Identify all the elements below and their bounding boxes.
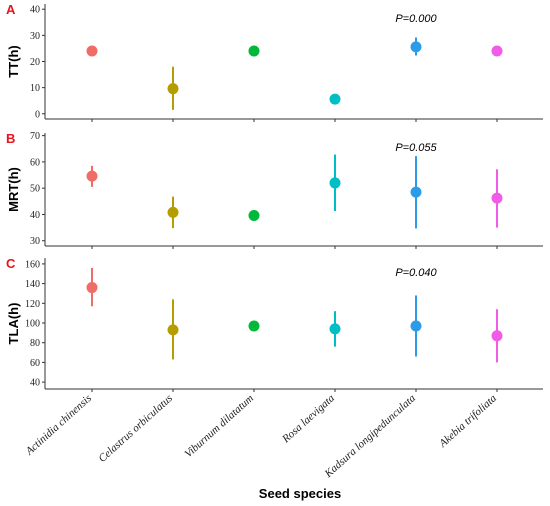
data-point <box>86 45 98 57</box>
y-tick-label: 70 <box>30 131 40 142</box>
data-point <box>329 93 341 105</box>
p-value-label: P=0.000 <box>395 13 437 25</box>
x-axis-title: Seed species <box>259 486 341 501</box>
panels-group: 0 10 20 30 40 A TT(h) P=0.000 30 40 50 60 70 B MRT(h) P… <box>6 2 543 392</box>
y-tick-label: 30 <box>30 31 40 42</box>
data-point <box>410 320 422 332</box>
data-point <box>410 41 422 53</box>
y-tick-label: 30 <box>30 236 40 247</box>
data-point <box>248 45 260 57</box>
category-label: Akebia trifoliata <box>436 392 499 450</box>
panel-letter: B <box>6 131 15 146</box>
category-label: Actinidia chinensis <box>23 392 94 458</box>
panel-c: 40 60 80 100 120 140 160 C TLA(h) P=0.040 <box>6 256 543 392</box>
data-point <box>167 206 179 218</box>
category-label: Kadsura longipedunculata <box>322 392 419 481</box>
data-point <box>248 320 260 332</box>
y-tick-label: 20 <box>30 57 40 68</box>
y-tick-label: 10 <box>30 83 40 94</box>
y-tick-label: 60 <box>30 157 40 168</box>
category-label: Celastrus orbiculatus <box>96 392 175 465</box>
category-label: Rosa laevigata <box>279 392 337 446</box>
p-value-label: P=0.040 <box>395 267 437 279</box>
data-point <box>248 210 260 222</box>
data-point <box>329 177 341 189</box>
y-tick-label: 40 <box>30 378 40 389</box>
panel-letter: C <box>6 256 16 271</box>
panel-b: 30 40 50 60 70 B MRT(h) P=0.055 <box>6 131 543 249</box>
y-tick-label: 160 <box>25 259 40 270</box>
y-tick-label: 120 <box>25 299 40 310</box>
data-point <box>86 170 98 182</box>
data-point <box>329 323 341 335</box>
data-point <box>491 192 503 204</box>
data-point <box>491 45 503 57</box>
category-label: Viburnum dilatatum <box>182 392 256 460</box>
data-point <box>167 324 179 336</box>
data-point <box>410 186 422 198</box>
y-axis-title: TT(h) <box>6 45 21 77</box>
y-tick-label: 60 <box>30 358 40 369</box>
panel-a: 0 10 20 30 40 A TT(h) P=0.000 <box>6 2 543 122</box>
data-point <box>86 282 98 294</box>
y-tick-label: 100 <box>25 319 40 330</box>
data-point <box>167 83 179 95</box>
y-tick-label: 50 <box>30 184 40 195</box>
y-tick-label: 80 <box>30 338 40 349</box>
y-axis-title: MRT(h) <box>6 167 21 212</box>
y-tick-label: 40 <box>30 5 40 16</box>
p-value-label: P=0.055 <box>395 142 437 154</box>
data-point <box>491 330 503 342</box>
y-tick-label: 140 <box>25 279 40 290</box>
y-tick-label: 40 <box>30 210 40 221</box>
y-axis-title: TLA(h) <box>6 303 21 345</box>
y-tick-label: 0 <box>35 109 40 120</box>
panel-letter: A <box>6 2 16 17</box>
x-axis-group: Actinidia chinensis Celastrus orbiculatus… <box>23 392 500 481</box>
